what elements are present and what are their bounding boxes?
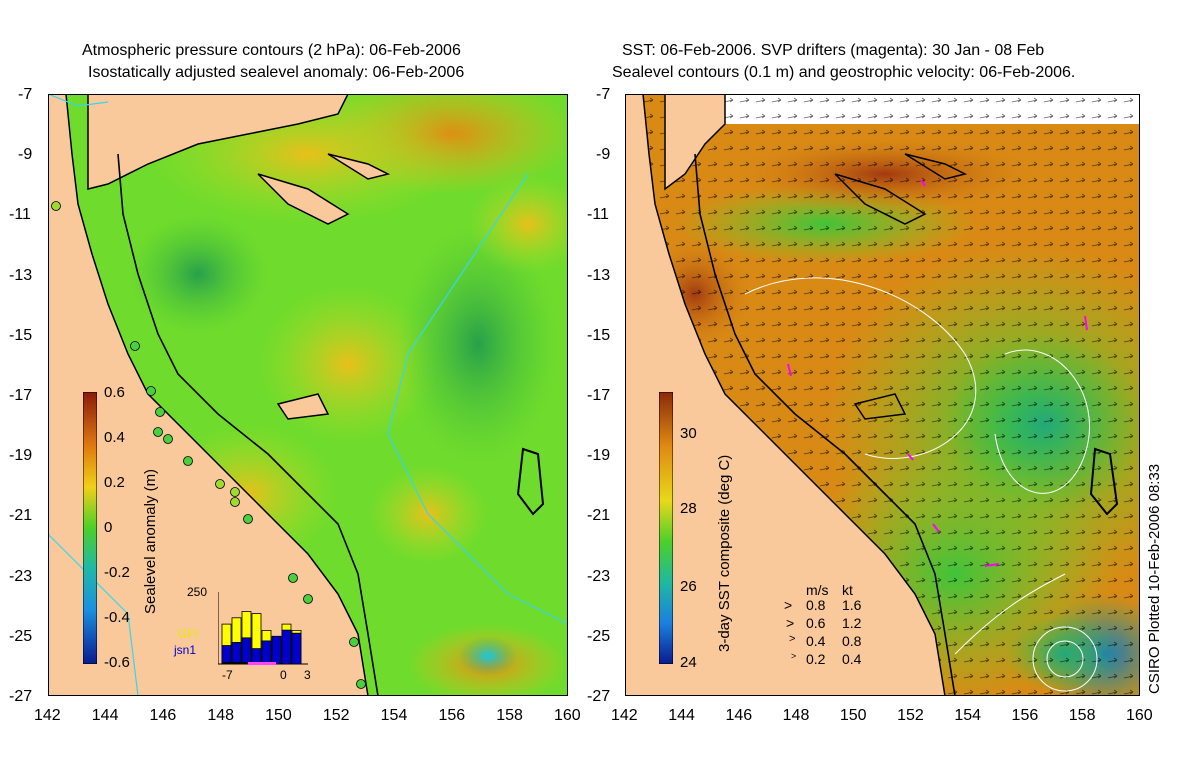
inset-ymax-label: 250: [187, 585, 208, 599]
lat-tick-label: -17: [9, 387, 33, 404]
lat-tick-label: -27: [9, 688, 33, 705]
inset-xtick: 3: [304, 668, 311, 682]
left-map-sealevel-anomaly: [48, 94, 568, 696]
lat-tick-label: -9: [18, 146, 33, 164]
velocity-legend-ms: 0.6: [806, 615, 826, 631]
inset-xtick: 0: [280, 668, 287, 682]
lat-tick-label: -21: [9, 507, 33, 525]
lon-tick-label: 158: [1068, 707, 1096, 724]
lon-tick-label: 154: [380, 707, 408, 724]
credit-label: CSIRO Plotted 10-Feb-2006 08:33: [1146, 463, 1163, 694]
lat-tick-label: -7: [596, 86, 611, 103]
left-colorbar-tick: -0.4: [104, 609, 130, 626]
left-title-line2: Isostatically adjusted sealevel anomaly:…: [88, 64, 465, 81]
lat-tick-label: -25: [9, 627, 33, 645]
lon-tick-label: 154: [954, 707, 982, 724]
velocity-legend-arrow: >: [791, 651, 797, 661]
left-colorbar-tick: -0.2: [104, 564, 130, 581]
lon-tick-label: 156: [1011, 707, 1039, 724]
lat-tick-label: -23: [587, 567, 611, 585]
lat-tick-label: -27: [587, 688, 611, 705]
left-colorbar-tick: 0: [104, 519, 113, 536]
lon-tick-label: 152: [897, 707, 924, 724]
inset-bar-jsn1: [271, 635, 282, 665]
left-colorbar-label: Sealevel anomaly (m): [142, 468, 159, 614]
right-colorbar-label: 3-day SST composite (deg C): [716, 454, 733, 652]
lat-tick-label: -25: [587, 627, 611, 645]
lon-tick-label: 146: [149, 707, 177, 724]
velocity-legend-arrow: >: [784, 597, 793, 613]
lat-tick-label: -19: [587, 447, 611, 465]
lat-tick-label: -15: [9, 326, 33, 344]
lon-tick-label: 148: [782, 707, 810, 724]
lon-tick-label: 144: [668, 707, 695, 724]
left-colorbar-tick: -0.6: [104, 654, 130, 671]
left-colorbar-tick: 0.6: [104, 384, 125, 401]
inset-bar-jsn1: [261, 640, 272, 665]
lon-tick-label: 158: [496, 707, 523, 724]
velocity-legend-ms: 0.8: [806, 597, 826, 613]
lon-tick-label: 142: [611, 707, 638, 724]
velocity-legend-arrow: >: [786, 615, 795, 631]
inset-xtick: -7: [222, 668, 233, 682]
lat-tick-label: -11: [587, 206, 609, 224]
right-title-line2: Sealevel contours (0.1 m) and geostrophi…: [612, 64, 1076, 81]
lon-tick-label: 152: [322, 707, 350, 724]
right-map-sst: [625, 94, 1140, 696]
lon-tick-label: 146: [725, 707, 753, 724]
right-colorbar-tick: 24: [680, 654, 697, 671]
inset-bar-jsn1: [291, 632, 302, 665]
lat-tick-label: -11: [9, 206, 31, 224]
left-title-line1: Atmospheric pressure contours (2 hPa): 0…: [82, 42, 461, 59]
inset-bar-jsn1: [231, 642, 242, 665]
lat-tick-label: -13: [587, 266, 611, 284]
left-colorbar-tick: 0.2: [104, 474, 125, 491]
lat-tick-label: -17: [587, 387, 611, 404]
right-title-line1: SST: 06-Feb-2006. SVP drifters (magenta)…: [622, 42, 1045, 59]
right-colorbar: [659, 392, 673, 664]
lat-tick-label: -7: [18, 86, 33, 103]
lat-tick-label: -23: [9, 567, 33, 585]
inset-histogram: [218, 592, 308, 665]
velocity-legend-kt: 0.8: [842, 633, 862, 649]
velocity-legend-ms: 0.4: [806, 633, 826, 649]
velocity-legend-kt: 0.4: [842, 651, 862, 667]
velocity-legend-ms: 0.2: [806, 651, 826, 667]
lat-tick-label: -9: [596, 146, 611, 164]
velocity-legend-header-kt: kt: [842, 582, 853, 598]
lon-tick-label: 144: [91, 707, 119, 724]
lon-tick-label: 150: [265, 707, 292, 724]
inset-bar-jsn1: [241, 637, 252, 665]
lat-tick-label: -21: [587, 507, 611, 525]
inset-bar-jsn1: [221, 645, 232, 665]
lon-tick-label: 148: [207, 707, 235, 724]
inset-series-jsn1: jsn1: [174, 643, 197, 657]
lat-tick-label: -19: [9, 447, 33, 465]
right-colorbar-tick: 28: [680, 500, 697, 517]
lon-tick-label: 160: [554, 707, 581, 724]
right-colorbar-tick: 30: [680, 425, 697, 442]
right-colorbar-tick: 26: [680, 578, 697, 595]
lon-tick-label: 160: [1126, 707, 1153, 724]
lat-tick-label: -13: [9, 266, 33, 284]
velocity-legend-header-ms: m/s: [806, 582, 829, 598]
inset-series-gfi: GFI: [178, 627, 198, 641]
left-colorbar-tick: 0.4: [104, 429, 125, 446]
lon-tick-label: 150: [839, 707, 867, 724]
lat-tick-label: -15: [587, 326, 611, 344]
inset-bar-jsn1: [281, 629, 292, 665]
inset-bar-jsn1: [251, 648, 262, 665]
left-colorbar: [83, 392, 97, 664]
velocity-legend-arrow: >: [789, 633, 796, 645]
lon-tick-label: 156: [438, 707, 466, 724]
velocity-legend-kt: 1.6: [842, 597, 862, 613]
lon-tick-label: 142: [34, 707, 61, 724]
velocity-legend-kt: 1.2: [842, 615, 862, 631]
